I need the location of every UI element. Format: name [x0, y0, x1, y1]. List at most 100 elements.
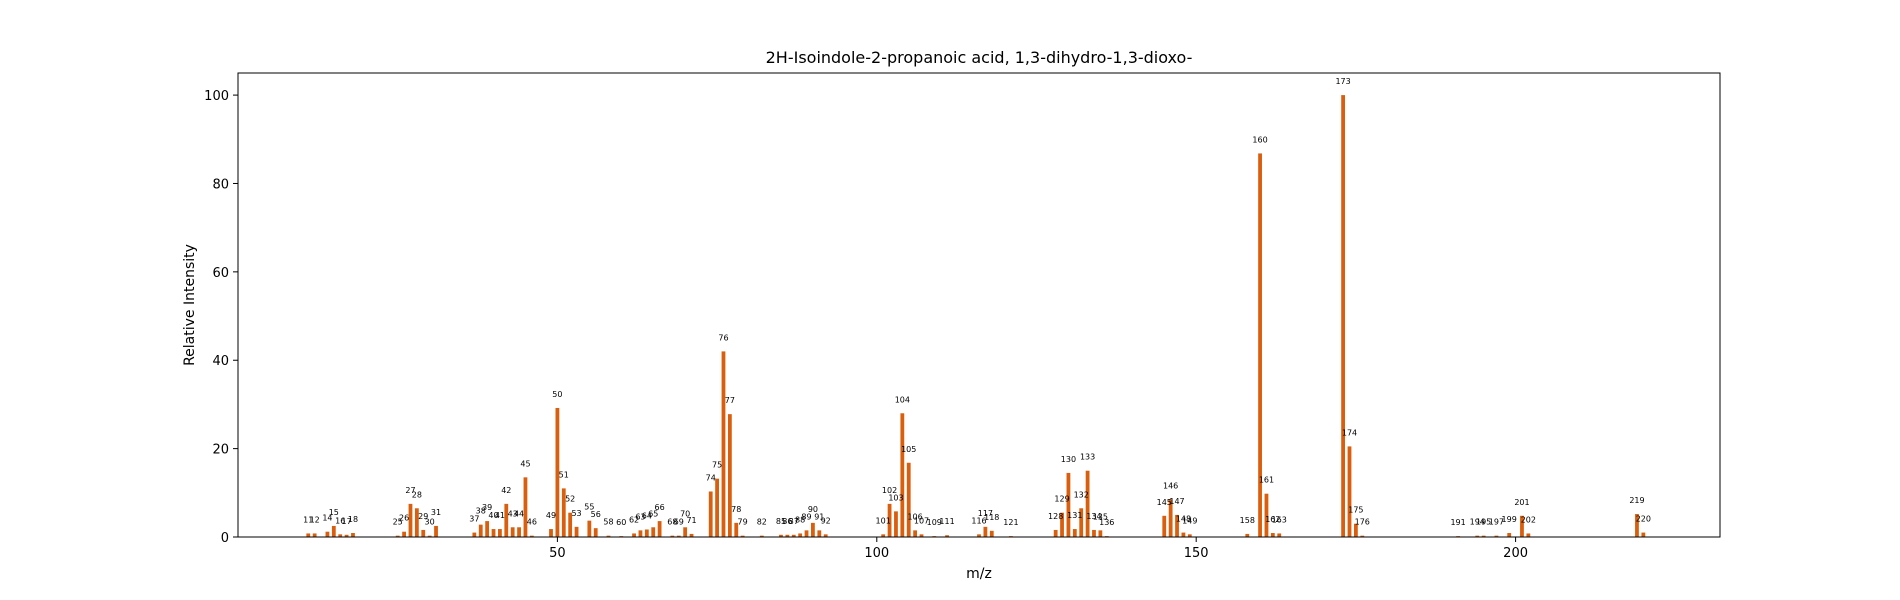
bar-label-mz-63: 63 — [635, 512, 645, 521]
bar-label-mz-31: 31 — [431, 508, 441, 517]
x-tick-label-100: 100 — [864, 546, 889, 561]
bar-label-mz-66: 66 — [655, 503, 665, 512]
bar-mz-133 — [1085, 470, 1090, 537]
bar-label-mz-60: 60 — [616, 518, 626, 527]
bar-mz-149 — [1187, 534, 1192, 537]
bar-mz-111 — [945, 535, 949, 537]
bar-mz-53 — [574, 526, 579, 537]
bar-mz-104 — [900, 413, 905, 537]
bar-mz-132 — [1079, 508, 1084, 537]
bar-mz-31 — [434, 525, 438, 537]
bar-mz-116 — [977, 534, 981, 537]
bar-label-mz-121: 121 — [1003, 518, 1018, 527]
bar-label-mz-133: 133 — [1080, 453, 1095, 462]
bar-label-mz-118: 118 — [984, 513, 999, 522]
bar-label-mz-50: 50 — [552, 390, 562, 399]
bar-mz-160 — [1258, 153, 1262, 537]
bar-mz-11 — [306, 533, 311, 537]
bar-label-mz-89: 89 — [801, 512, 811, 521]
bar-label-mz-129: 129 — [1054, 495, 1069, 504]
bar-label-mz-18: 18 — [348, 515, 358, 524]
bar-mz-77 — [727, 414, 732, 537]
bar-label-mz-40: 40 — [488, 511, 498, 520]
x-axis-ticks: 50 100 150 200 — [549, 537, 1528, 561]
bar-mz-69 — [676, 535, 681, 537]
bar-mz-18 — [351, 533, 355, 537]
bar-mz-28 — [414, 508, 419, 537]
bar-label-mz-176: 176 — [1355, 518, 1370, 527]
bar-mz-50 — [555, 407, 560, 537]
bar-label-mz-64: 64 — [642, 511, 652, 520]
bar-mz-70 — [683, 527, 688, 537]
bar-mz-175 — [1353, 523, 1358, 537]
bar-mz-71 — [689, 533, 694, 537]
bar-label-mz-42: 42 — [501, 486, 511, 495]
bar-mz-130 — [1066, 472, 1071, 537]
bar-label-mz-30: 30 — [425, 518, 435, 527]
bar-mz-38 — [478, 524, 483, 537]
bar-label-mz-56: 56 — [591, 510, 601, 519]
bar-label-mz-116: 116 — [971, 516, 986, 525]
bar-mz-27 — [408, 503, 413, 537]
bar-mz-219 — [1635, 514, 1639, 537]
bar-label-mz-28: 28 — [412, 490, 422, 499]
bar-label-mz-117: 117 — [978, 509, 993, 518]
bar-label-mz-175: 175 — [1348, 506, 1363, 515]
bar-mz-194 — [1475, 535, 1480, 537]
bar-label-mz-41: 41 — [495, 511, 505, 520]
bar-mz-145 — [1162, 515, 1167, 537]
bar-mz-15 — [331, 525, 336, 537]
bar-label-mz-163: 163 — [1272, 515, 1287, 524]
bar-label-mz-131: 131 — [1067, 511, 1082, 520]
bar-mz-26 — [402, 531, 406, 537]
bar-mz-131 — [1072, 529, 1077, 537]
bar-label-mz-76: 76 — [718, 333, 728, 342]
y-tick-label-20: 20 — [212, 443, 229, 458]
bar-mz-76 — [721, 351, 726, 537]
bar-label-mz-91: 91 — [814, 512, 824, 521]
bar-mz-199 — [1507, 533, 1512, 537]
bar-mz-86 — [785, 534, 790, 537]
bar-label-mz-58: 58 — [603, 518, 613, 527]
bar-mz-102 — [887, 503, 892, 537]
y-axis-ticks: 0 20 40 60 80 100 — [204, 89, 238, 546]
bar-label-mz-16: 16 — [335, 516, 345, 525]
bar-label-mz-78: 78 — [731, 505, 741, 514]
bar-label-mz-103: 103 — [888, 493, 903, 502]
x-tick-label-50: 50 — [549, 546, 566, 561]
bar-label-mz-65: 65 — [648, 509, 658, 518]
bar-label-mz-161: 161 — [1259, 476, 1274, 485]
bar-mz-161 — [1264, 493, 1269, 537]
bar-label-mz-128: 128 — [1048, 512, 1063, 521]
bar-mz-58 — [606, 535, 611, 537]
bar-label-mz-130: 130 — [1061, 455, 1076, 464]
y-tick-label-60: 60 — [212, 266, 229, 281]
bar-label-mz-68: 68 — [667, 518, 677, 527]
x-axis-label: m/z — [966, 566, 992, 582]
bar-mz-87 — [791, 534, 796, 537]
bar-mz-148 — [1181, 532, 1186, 537]
bar-mz-49 — [549, 529, 553, 537]
bar-mz-75 — [715, 478, 719, 537]
bar-mz-12 — [312, 533, 317, 537]
bar-mz-195 — [1481, 535, 1486, 537]
y-axis-label: Relative Intensity — [182, 244, 198, 366]
bar-label-mz-87: 87 — [789, 517, 799, 526]
bar-label-mz-202: 202 — [1521, 515, 1536, 524]
bar-label-mz-70: 70 — [680, 509, 690, 518]
bar-mz-65 — [651, 527, 656, 537]
bar-mz-63 — [638, 530, 643, 537]
bar-label-mz-220: 220 — [1636, 515, 1651, 524]
bar-label-mz-88: 88 — [795, 515, 805, 524]
bar-label-mz-194: 194 — [1470, 518, 1485, 527]
x-tick-label-200: 200 — [1503, 546, 1528, 561]
bar-mz-14 — [325, 531, 330, 537]
bar-mz-42 — [504, 503, 509, 537]
bar-label-mz-51: 51 — [559, 470, 569, 479]
bar-mz-64 — [644, 529, 649, 537]
bar-mz-135 — [1098, 530, 1103, 537]
bar-mz-78 — [734, 522, 739, 537]
bar-mz-29 — [421, 529, 426, 537]
